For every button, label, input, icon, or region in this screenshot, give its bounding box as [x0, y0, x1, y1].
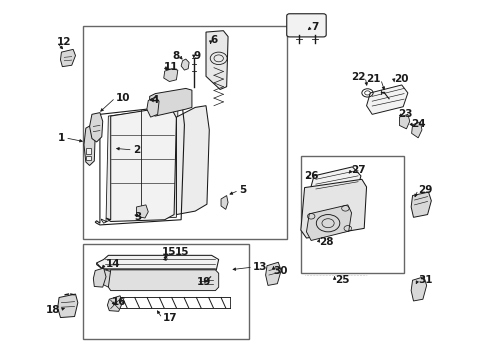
Polygon shape — [221, 195, 227, 210]
Text: 18: 18 — [46, 305, 61, 315]
Polygon shape — [106, 107, 176, 221]
Polygon shape — [93, 268, 106, 287]
Polygon shape — [84, 125, 95, 166]
Text: 20: 20 — [393, 74, 407, 84]
Text: 14: 14 — [106, 258, 121, 269]
Polygon shape — [265, 262, 281, 285]
Polygon shape — [300, 179, 366, 238]
FancyBboxPatch shape — [286, 14, 325, 37]
Text: 30: 30 — [273, 266, 287, 275]
Text: 17: 17 — [162, 313, 177, 323]
Polygon shape — [399, 114, 409, 129]
Polygon shape — [149, 89, 191, 116]
Text: 31: 31 — [417, 275, 432, 284]
Text: 25: 25 — [334, 275, 348, 284]
Polygon shape — [61, 49, 75, 67]
Polygon shape — [58, 294, 78, 318]
Text: 21: 21 — [366, 74, 380, 84]
Polygon shape — [89, 113, 102, 142]
Polygon shape — [176, 106, 209, 215]
Polygon shape — [410, 277, 426, 301]
Text: 3: 3 — [134, 212, 141, 222]
Text: 9: 9 — [193, 51, 201, 60]
Text: 13: 13 — [252, 262, 267, 272]
Text: 5: 5 — [238, 185, 245, 195]
Text: 16: 16 — [112, 297, 126, 307]
Bar — [86, 148, 91, 154]
Text: 22: 22 — [350, 72, 365, 82]
Text: 23: 23 — [398, 109, 412, 119]
Text: 12: 12 — [57, 37, 71, 48]
Polygon shape — [107, 296, 122, 311]
Bar — [82, 244, 249, 339]
Text: 6: 6 — [210, 35, 218, 45]
Polygon shape — [163, 69, 178, 81]
Text: 8: 8 — [172, 51, 180, 61]
Text: 27: 27 — [351, 165, 366, 175]
Text: 15: 15 — [175, 247, 189, 257]
Polygon shape — [97, 255, 218, 270]
Polygon shape — [108, 270, 218, 291]
Bar — [300, 156, 403, 273]
Text: 19: 19 — [196, 277, 210, 287]
Text: 10: 10 — [115, 93, 130, 103]
Text: 28: 28 — [318, 237, 332, 247]
Text: 1: 1 — [58, 133, 65, 143]
Text: 4: 4 — [151, 95, 159, 105]
Polygon shape — [97, 263, 110, 287]
Text: 15: 15 — [162, 247, 176, 257]
Polygon shape — [146, 97, 159, 117]
Polygon shape — [205, 31, 227, 89]
Text: 7: 7 — [310, 22, 318, 32]
Polygon shape — [136, 205, 148, 218]
Polygon shape — [366, 85, 407, 114]
Text: 29: 29 — [417, 185, 432, 195]
Text: 26: 26 — [304, 171, 319, 181]
Text: 2: 2 — [133, 145, 140, 155]
Text: 11: 11 — [163, 62, 178, 72]
Polygon shape — [306, 205, 351, 240]
Bar — [86, 156, 91, 160]
Polygon shape — [181, 59, 189, 70]
Bar — [82, 26, 286, 239]
Polygon shape — [101, 107, 178, 223]
Text: 24: 24 — [410, 119, 425, 129]
Polygon shape — [411, 122, 421, 138]
Polygon shape — [309, 167, 360, 200]
Polygon shape — [410, 192, 430, 217]
